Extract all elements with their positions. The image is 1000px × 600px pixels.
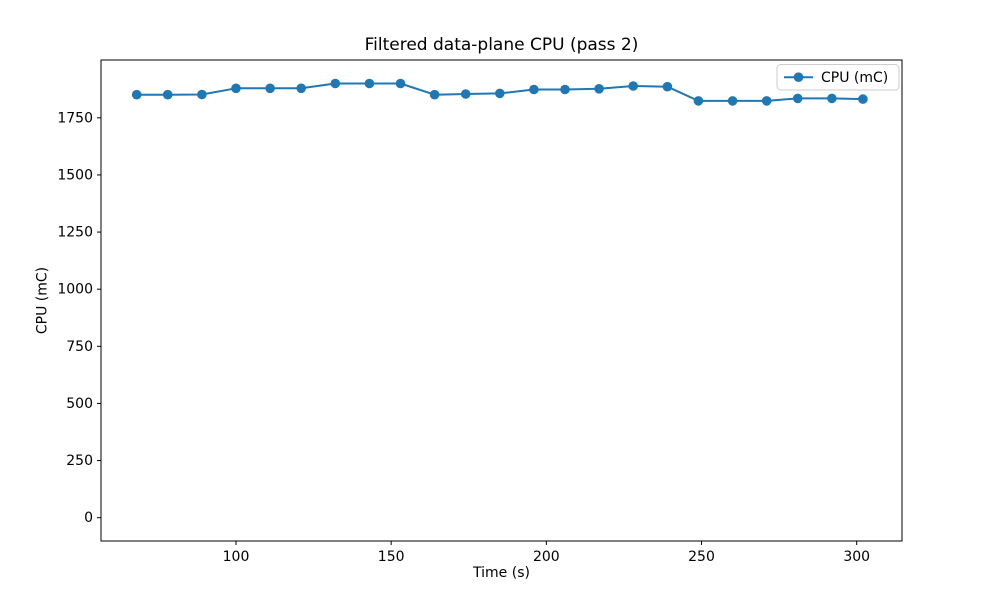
- legend-marker-icon: [793, 72, 804, 82]
- y-tick-label: 1000: [57, 282, 93, 298]
- data-point-marker: [827, 93, 837, 104]
- y-tick-label: 250: [66, 453, 93, 469]
- data-point-marker: [231, 83, 241, 94]
- x-tick-label: 150: [378, 549, 405, 565]
- data-point-marker: [529, 84, 539, 95]
- data-point-marker: [761, 96, 772, 106]
- y-tick-label: 750: [66, 339, 93, 355]
- data-point-marker: [395, 78, 406, 89]
- data-point-marker: [727, 96, 738, 106]
- y-tick-label: 500: [66, 396, 93, 412]
- y-tick-label: 1250: [57, 225, 93, 241]
- y-tick-label: 1500: [57, 167, 93, 183]
- data-point-marker: [131, 89, 142, 100]
- axes-spines: [100, 59, 903, 542]
- x-tick-label: 200: [533, 549, 560, 565]
- plot-area: 100 150 200 250 300 0 250 500 750 1000 1250 1500 175…: [57, 59, 903, 565]
- x-tick-label: 100: [223, 549, 250, 565]
- data-point-marker: [364, 78, 375, 89]
- data-point-marker: [265, 83, 275, 94]
- chart-title: Filtered data-plane CPU (pass 2): [365, 35, 639, 55]
- y-tick-label: 1750: [57, 110, 93, 126]
- data-point-marker: [560, 84, 570, 95]
- data-point-marker: [628, 81, 638, 91]
- data-point-marker: [792, 93, 803, 104]
- data-point-marker: [662, 81, 673, 92]
- legend-label: CPU (mC): [821, 70, 888, 86]
- data-point-marker: [197, 89, 207, 100]
- legend: CPU (mC): [776, 64, 900, 91]
- legend-box: [776, 64, 900, 91]
- data-point-marker: [594, 84, 604, 94]
- data-point-marker: [495, 88, 505, 99]
- x-tick-label: 250: [688, 549, 715, 565]
- data-point-marker: [330, 78, 341, 89]
- data-point-marker: [429, 89, 440, 100]
- y-axis-label: CPU (mC): [34, 267, 50, 334]
- x-axis-label: Time (s): [472, 565, 530, 581]
- data-point-marker: [162, 89, 173, 100]
- data-point-marker: [460, 89, 471, 99]
- y-tick-label: 0: [84, 510, 93, 526]
- data-point-marker: [296, 83, 307, 94]
- data-point-marker: [858, 94, 868, 104]
- x-tick-label: 300: [843, 549, 870, 565]
- data-point-marker: [693, 96, 704, 106]
